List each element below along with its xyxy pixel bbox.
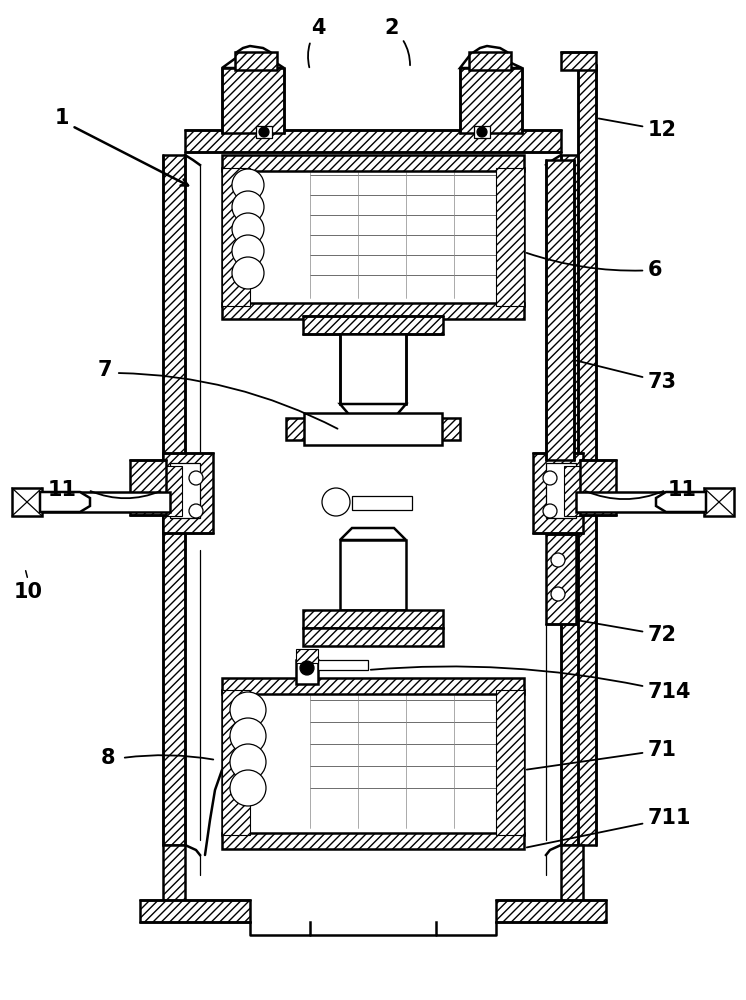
Circle shape: [189, 504, 203, 518]
Bar: [222, 690, 524, 835]
Circle shape: [230, 744, 266, 780]
Circle shape: [543, 471, 557, 485]
Bar: [303, 628, 443, 646]
Text: 11: 11: [48, 480, 77, 500]
Circle shape: [232, 257, 264, 289]
Circle shape: [551, 553, 565, 567]
Circle shape: [189, 471, 203, 485]
Bar: [564, 466, 582, 516]
Text: 2: 2: [385, 18, 410, 65]
Bar: [140, 900, 250, 922]
Circle shape: [477, 127, 487, 137]
Circle shape: [232, 235, 264, 267]
Bar: [561, 52, 596, 70]
Text: 711: 711: [527, 808, 692, 847]
Circle shape: [259, 127, 269, 137]
Bar: [222, 833, 524, 849]
Bar: [561, 155, 583, 845]
Bar: [533, 453, 583, 533]
Polygon shape: [40, 492, 90, 512]
Text: 10: 10: [13, 582, 43, 602]
Bar: [222, 690, 250, 835]
Bar: [546, 534, 576, 624]
Bar: [496, 900, 606, 922]
Polygon shape: [460, 55, 522, 68]
Circle shape: [230, 692, 266, 728]
Bar: [303, 610, 443, 628]
Bar: [130, 460, 166, 515]
Bar: [222, 168, 250, 306]
Bar: [235, 52, 277, 70]
Bar: [340, 334, 406, 404]
Bar: [578, 65, 596, 845]
Bar: [303, 316, 443, 334]
Bar: [296, 649, 318, 663]
Text: 71: 71: [527, 740, 677, 770]
Bar: [474, 126, 490, 138]
Circle shape: [300, 661, 314, 675]
Text: 7: 7: [98, 360, 112, 380]
Bar: [40, 492, 170, 512]
Circle shape: [322, 488, 350, 516]
Circle shape: [232, 213, 264, 245]
Bar: [296, 660, 318, 684]
Bar: [546, 463, 576, 518]
Circle shape: [543, 504, 557, 518]
Bar: [185, 130, 561, 152]
Bar: [163, 453, 213, 533]
Polygon shape: [340, 404, 406, 418]
Circle shape: [232, 191, 264, 223]
Polygon shape: [340, 528, 406, 540]
Bar: [576, 492, 706, 512]
Bar: [304, 413, 442, 445]
Bar: [170, 463, 200, 518]
Bar: [12, 488, 42, 516]
Bar: [222, 678, 524, 694]
Bar: [222, 155, 524, 171]
Bar: [496, 168, 524, 306]
Text: 11: 11: [668, 480, 697, 500]
Bar: [704, 488, 734, 516]
Bar: [496, 690, 524, 835]
Text: 72: 72: [579, 620, 677, 645]
Bar: [469, 52, 511, 70]
Bar: [580, 460, 616, 515]
Bar: [286, 418, 460, 440]
Circle shape: [551, 587, 565, 601]
Bar: [546, 160, 574, 460]
Bar: [163, 155, 185, 845]
Bar: [222, 303, 524, 319]
Text: 6: 6: [527, 253, 662, 280]
Bar: [318, 660, 368, 670]
Text: 4: 4: [308, 18, 325, 67]
Bar: [164, 466, 182, 516]
Bar: [222, 168, 524, 306]
Bar: [352, 496, 412, 510]
Bar: [163, 845, 185, 905]
Polygon shape: [222, 55, 284, 68]
Circle shape: [230, 770, 266, 806]
Text: 714: 714: [371, 666, 692, 702]
Bar: [222, 68, 284, 133]
Bar: [561, 845, 583, 905]
Bar: [460, 68, 522, 133]
Bar: [256, 126, 272, 138]
Text: 8: 8: [101, 748, 115, 768]
Circle shape: [232, 169, 264, 201]
Bar: [340, 540, 406, 610]
Polygon shape: [656, 492, 706, 512]
Text: 12: 12: [599, 118, 677, 140]
Text: 73: 73: [577, 361, 677, 392]
Text: 1: 1: [54, 108, 69, 128]
Circle shape: [230, 718, 266, 754]
